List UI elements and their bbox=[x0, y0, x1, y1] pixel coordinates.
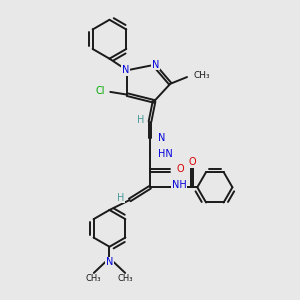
Text: NH: NH bbox=[172, 180, 186, 190]
Text: N: N bbox=[122, 65, 129, 75]
Text: O: O bbox=[176, 164, 184, 174]
Text: HN: HN bbox=[158, 149, 173, 159]
Text: O: O bbox=[188, 157, 196, 167]
Text: CH₃: CH₃ bbox=[194, 71, 210, 80]
Text: N: N bbox=[106, 257, 113, 267]
Text: CH₃: CH₃ bbox=[85, 274, 101, 284]
Text: H: H bbox=[137, 115, 144, 125]
Text: H: H bbox=[117, 193, 124, 203]
Text: N: N bbox=[152, 60, 159, 70]
Text: N: N bbox=[158, 133, 165, 143]
Text: CH₃: CH₃ bbox=[118, 274, 134, 284]
Text: Cl: Cl bbox=[96, 85, 105, 96]
